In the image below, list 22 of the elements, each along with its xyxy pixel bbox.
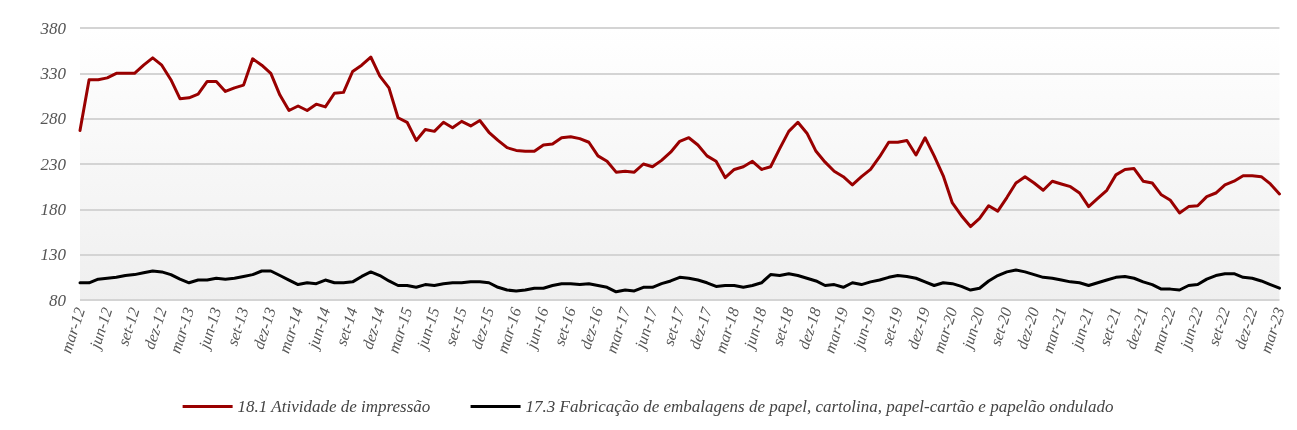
y-tick-label: 280: [40, 109, 67, 129]
line-series: [78, 268, 1281, 294]
x-tick-label: set-20: [986, 305, 1015, 348]
x-tick-label: set-15: [441, 305, 470, 348]
x-tick-label: set-16: [550, 305, 579, 348]
y-tick-label: 180: [40, 199, 67, 219]
x-tick-label: jun-21: [1067, 305, 1098, 353]
x-tick-label: set-21: [1095, 305, 1124, 348]
legend-label: 18.1 Atividade de impressão: [237, 397, 431, 416]
x-tick-label: set-12: [114, 305, 143, 348]
y-tick-label: 330: [39, 63, 67, 83]
x-tick-label: set-13: [223, 305, 252, 348]
legend-label: 17.3 Fabricação de embalagens de papel, cartolina, papel-cartão e papelão ondulado: [525, 397, 1114, 416]
x-tick-label: jun-20: [958, 305, 989, 353]
x-tick-label: jun-22: [1176, 305, 1207, 353]
y-tick-label: 230: [40, 154, 67, 174]
line-series: [78, 55, 1281, 229]
x-tick-label: set-18: [768, 305, 797, 348]
x-tick-label: set-19: [877, 305, 906, 348]
x-tick-label: set-14: [332, 305, 361, 348]
y-tick-label: 380: [39, 18, 67, 38]
y-tick-label: 130: [40, 245, 67, 265]
